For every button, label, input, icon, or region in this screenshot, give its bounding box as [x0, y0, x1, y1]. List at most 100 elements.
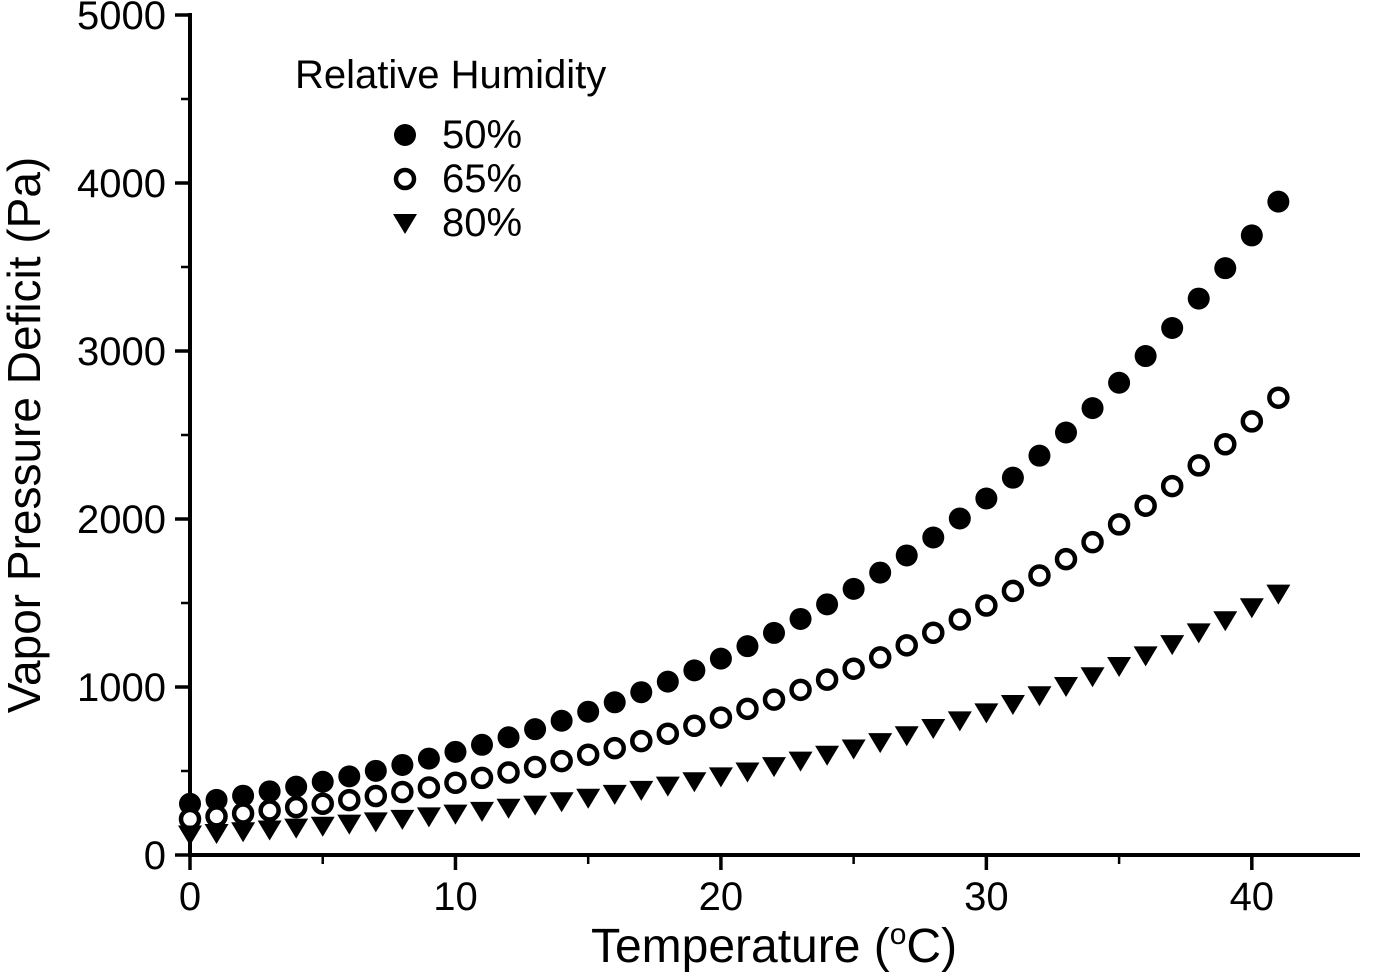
x-axis-tick-label: 0 [179, 875, 201, 919]
data-point [338, 765, 361, 788]
data-point [178, 807, 202, 831]
data-point [975, 594, 998, 617]
y-axis-tick-label: 5000 [77, 0, 166, 38]
data-point [630, 681, 653, 704]
data-point [444, 740, 467, 763]
series-65pct [178, 386, 1290, 831]
data-point [656, 670, 679, 693]
data-point [603, 736, 626, 760]
data-point [1028, 564, 1051, 587]
data-point [205, 788, 228, 811]
legend-item-label: 80% [442, 201, 522, 245]
data-point [364, 759, 387, 782]
data-point [869, 561, 892, 584]
data-point [1107, 513, 1131, 536]
data-point [841, 739, 866, 760]
data-point [602, 784, 627, 805]
data-point [497, 726, 520, 749]
data-point [974, 703, 999, 724]
data-point [1001, 579, 1025, 603]
x-axis-tick-label: 40 [1230, 875, 1275, 919]
data-point [736, 697, 759, 721]
data-point [232, 784, 255, 807]
data-point [762, 688, 786, 711]
data-point [363, 812, 388, 833]
data-point [1080, 667, 1105, 688]
series-50pct [179, 190, 1290, 815]
y-axis-tick-label: 2000 [77, 498, 166, 542]
data-point [1054, 547, 1078, 571]
data-point [1239, 598, 1264, 619]
data-point [842, 577, 865, 600]
legend-marker-open-circle [393, 167, 417, 191]
x-axis: 0 10 20 30 40 [179, 855, 1274, 919]
data-point [1133, 646, 1158, 667]
legend-marker-filled-triangle-down [393, 214, 417, 234]
y-axis-tick-label: 3000 [77, 330, 166, 374]
data-point [762, 757, 786, 778]
data-point [1266, 584, 1291, 605]
legend-item-label: 50% [442, 113, 522, 157]
data-point [1081, 397, 1104, 420]
data-point [391, 753, 414, 776]
data-point [1160, 635, 1185, 656]
y-axis-tick-label: 0 [144, 834, 166, 878]
data-point [815, 745, 840, 766]
data-point [205, 805, 228, 828]
data-point [258, 799, 281, 822]
data-point [709, 647, 732, 670]
data-point [523, 795, 548, 816]
data-point [1027, 686, 1052, 707]
data-point [1055, 421, 1077, 444]
data-point [894, 726, 919, 747]
data-point [763, 621, 785, 644]
legend: Relative Humidity 50%65%80% [295, 53, 606, 245]
data-point [337, 814, 362, 835]
y-axis: 0 1000 2000 3000 4000 5000 [77, 0, 190, 878]
series-80pct [178, 584, 1291, 846]
data-point [735, 762, 760, 783]
data-point [576, 788, 601, 809]
data-point [311, 770, 334, 793]
data-point [682, 772, 707, 793]
x-axis-tick-label: 20 [699, 875, 744, 919]
data-point [284, 818, 309, 839]
data-point [655, 776, 680, 797]
data-point [789, 607, 812, 630]
data-point [338, 788, 361, 812]
data-point [471, 733, 493, 756]
data-point [285, 775, 308, 798]
data-point [258, 780, 281, 803]
data-point [1240, 224, 1263, 247]
y-axis-title: Vapor Pressure Deficit (Pa) [0, 157, 50, 713]
data-point [868, 733, 893, 754]
data-point [629, 780, 654, 801]
data-point [364, 784, 388, 808]
axes-frame [188, 13, 1360, 857]
data-point [630, 729, 653, 753]
data-point [1160, 474, 1184, 498]
data-point [470, 766, 494, 790]
data-point [1187, 287, 1210, 310]
data-point [816, 593, 839, 616]
data-point [284, 795, 308, 819]
data-point [603, 691, 626, 714]
data-point [417, 776, 441, 799]
data-point [524, 718, 547, 741]
data-point [1081, 530, 1104, 554]
data-point [390, 809, 415, 830]
y-axis-tick-label: 4000 [77, 162, 166, 206]
data-point [391, 780, 414, 804]
data-point [1214, 257, 1237, 280]
data-point [1267, 386, 1290, 409]
data-point [550, 749, 573, 773]
data-point [416, 807, 441, 828]
data-point [1028, 444, 1051, 467]
data-point [709, 706, 733, 729]
data-point [708, 767, 733, 788]
data-point [1214, 432, 1237, 456]
data-point [1134, 494, 1157, 517]
data-point [895, 544, 918, 567]
